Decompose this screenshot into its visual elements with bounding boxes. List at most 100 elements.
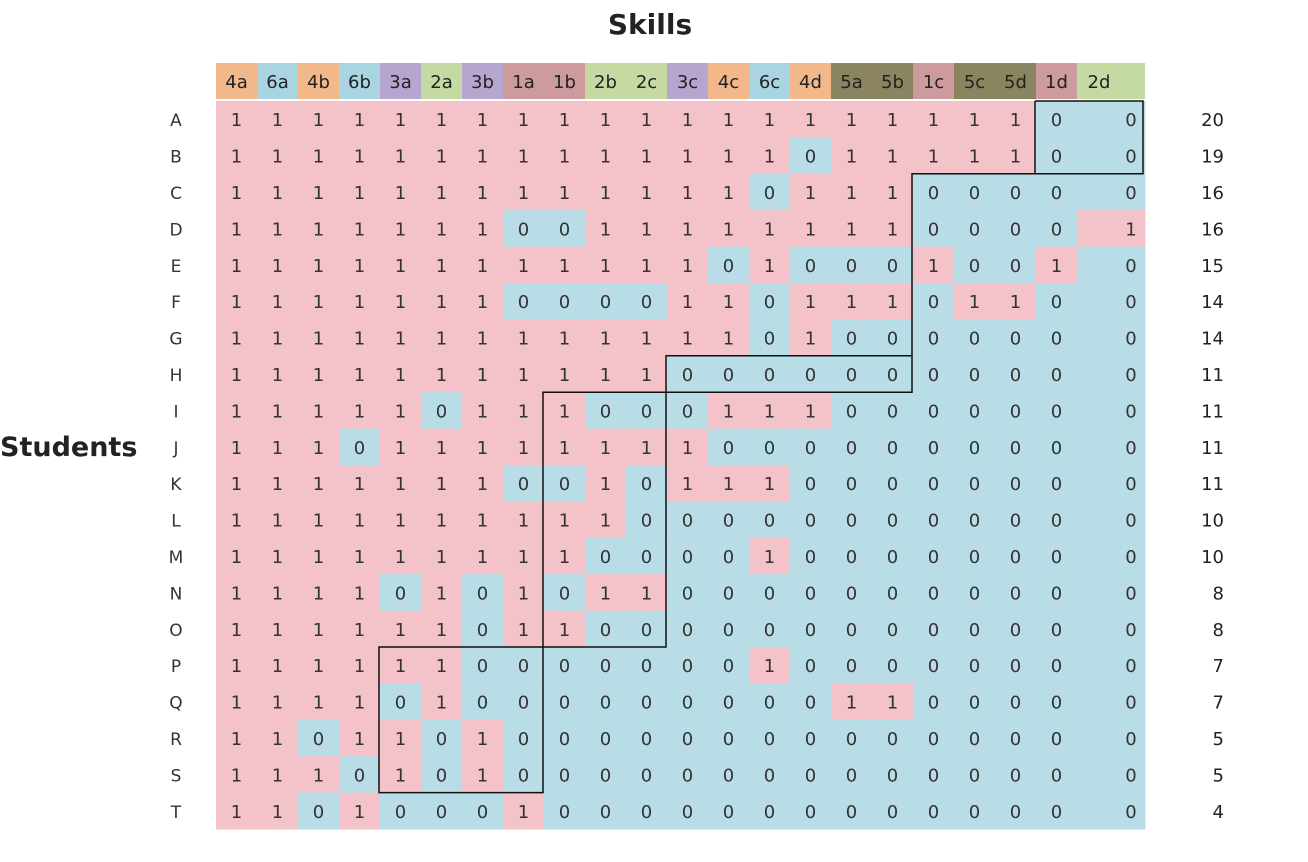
cell-G-6c [749,319,791,357]
cell-I-3a [380,392,422,430]
cell-F-4c [708,283,750,320]
header-label-6b: 6b [348,72,371,93]
header-label-3a: 3a [389,72,411,93]
cell-value-Q-4a: 1 [231,693,242,714]
row-total-R: 5 [1213,729,1224,750]
cell-value-L-3b: 1 [477,511,488,532]
cell-value-R-4c: 0 [723,729,734,750]
cell-value-N-6b: 1 [354,583,365,604]
cell-value-A-1d: 0 [1051,110,1062,131]
cell-P-1b [544,647,586,684]
cell-value-P-1d: 0 [1051,656,1062,677]
cell-F-6c [749,283,791,320]
cell-value-T-1c: 0 [928,802,939,823]
cell-N-2c [626,574,668,612]
cell-B-4d [790,137,832,175]
cell-R-2c [626,719,668,757]
row-total-K: 11 [1201,474,1224,495]
header-label-5a: 5a [840,72,862,93]
cell-I-1c [913,392,955,430]
cell-B-5c [954,137,996,175]
cell-value-G-2a: 1 [436,329,447,350]
cell-A-2c [626,101,668,138]
cell-value-G-6a: 1 [272,329,283,350]
cell-value-G-3c: 1 [682,329,693,350]
cell-value-L-4a: 1 [231,511,242,532]
cell-value-F-3a: 1 [395,292,406,313]
cell-value-F-3c: 1 [682,292,693,313]
cell-value-T-3a: 0 [395,802,406,823]
cell-value-H-3a: 1 [395,365,406,386]
cell-value-Q-1a: 0 [518,693,529,714]
cell-H-5d [995,355,1037,393]
cell-value-J-1a: 1 [518,438,529,459]
header-cell-6b [339,63,380,99]
cell-T-1c [913,792,955,830]
cell-value-D-1d: 0 [1051,219,1062,240]
cell-P-2a [421,647,463,684]
cell-D-5c [954,210,996,248]
cell-I-1d [1036,392,1078,430]
cell-value-A-1b: 1 [559,110,570,131]
cell-value-M-2a: 1 [436,547,447,568]
cell-M-5a [831,537,873,575]
cell-value-J-3b: 1 [477,438,488,459]
cell-value-G-2d: 0 [1125,329,1136,350]
row-label-T: T [170,803,182,823]
cell-value-G-1b: 1 [559,329,570,350]
cell-value-A-2a: 1 [436,110,447,131]
cell-value-O-2b: 0 [600,620,611,641]
header-label-4a: 4a [225,72,247,93]
cell-value-M-4a: 1 [231,547,242,568]
cell-F-4d [790,283,832,320]
cell-G-3a [380,319,422,357]
cell-J-5c [954,428,996,466]
cell-value-A-5a: 1 [846,110,857,131]
cell-Q-3c [667,683,709,721]
cell-I-4b [298,392,340,430]
cell-G-1a [503,319,545,357]
cell-K-3b [462,465,504,502]
cell-value-S-2c: 0 [641,765,652,786]
cell-value-D-4b: 1 [313,219,324,240]
cell-value-J-4a: 1 [231,438,242,459]
row-total-B: 19 [1201,147,1224,168]
cell-value-D-3c: 1 [682,219,693,240]
cell-value-H-3c: 0 [682,365,693,386]
cell-value-M-2c: 0 [641,547,652,568]
cell-M-6b [339,537,381,575]
cell-value-M-1c: 0 [928,547,939,568]
cell-value-H-5d: 0 [1010,365,1021,386]
cell-F-6b [339,283,381,320]
cell-value-R-6b: 1 [354,729,365,750]
cell-B-1b [544,137,586,175]
header-cell-5d [995,63,1036,99]
cell-value-C-6a: 1 [272,183,283,204]
cell-value-D-5d: 0 [1010,219,1021,240]
cell-value-M-6b: 1 [354,547,365,568]
header-label-3b: 3b [471,72,494,93]
cell-value-K-1c: 0 [928,474,939,495]
cell-Q-1a [503,683,545,721]
cell-G-3b [462,319,504,357]
header-cell-1c [913,63,954,99]
cell-P-4c [708,647,750,684]
cell-value-R-1c: 0 [928,729,939,750]
cell-E-5d [995,246,1037,284]
row-total-H: 11 [1201,365,1224,386]
cell-B-2c [626,137,668,175]
cell-A-4a [216,101,258,138]
cell-value-F-4d: 1 [805,292,816,313]
cell-L-6c [749,501,791,539]
cell-value-S-3b: 1 [477,765,488,786]
cell-value-C-2b: 1 [600,183,611,204]
cell-value-K-4b: 1 [313,474,324,495]
cell-T-1b [544,792,586,830]
cell-D-4a [216,210,258,248]
cell-C-1d [1036,173,1078,211]
cell-value-T-5d: 0 [1010,802,1021,823]
cell-E-3c [667,246,709,284]
cell-value-B-2b: 1 [600,147,611,168]
cell-E-2d [1077,246,1146,284]
cell-value-R-3b: 1 [477,729,488,750]
